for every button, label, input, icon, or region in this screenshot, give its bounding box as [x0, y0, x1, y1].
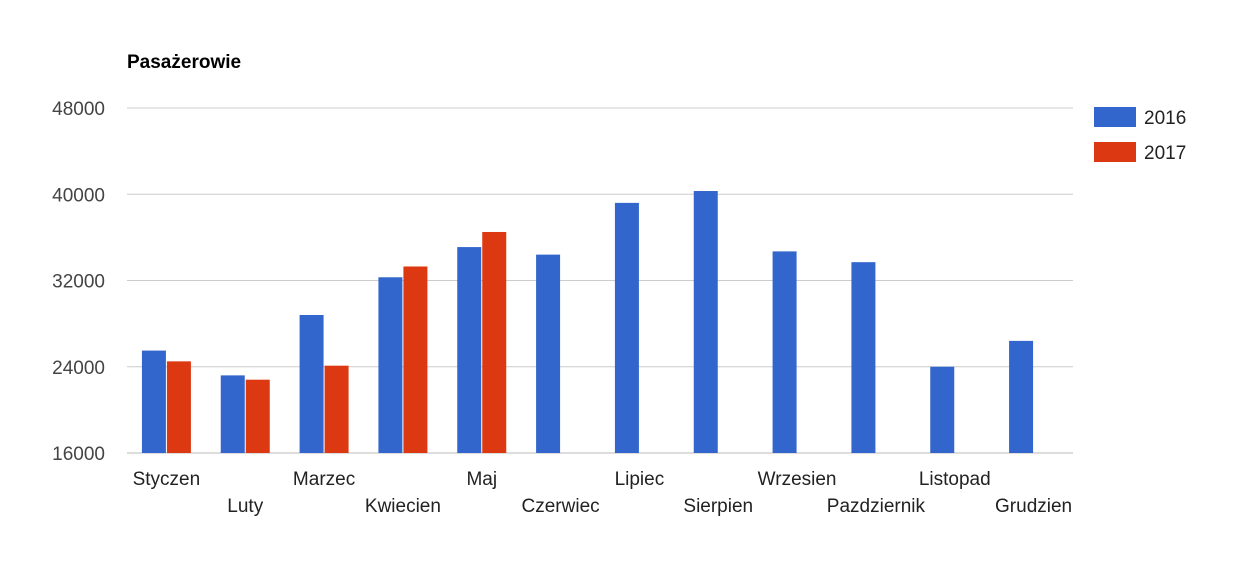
bar-2017-kwiecien [403, 266, 428, 453]
legend-label-2016: 2016 [1144, 108, 1186, 129]
bar-2016-maj [457, 247, 482, 453]
bar-2016-marzec [299, 315, 324, 453]
y-tick-label: 16000 [52, 444, 105, 465]
bars [141, 191, 1034, 453]
bar-2016-pazdziernik [851, 262, 876, 453]
legend-swatch-2017 [1094, 142, 1136, 162]
bar-2017-marzec [324, 365, 349, 453]
bar-2016-grudzien [1009, 340, 1034, 453]
x-tick-label: Maj [466, 469, 497, 490]
y-tick-label: 24000 [52, 358, 105, 379]
x-axis-tick-labels: Styczen Luty Marzec Kwiecien Maj Czerwiec Lipi… [133, 469, 1073, 517]
bar-2017-luty [245, 379, 270, 453]
legend-swatch-2016 [1094, 107, 1136, 127]
bar-2016-kwiecien [378, 277, 403, 453]
x-tick-label: Luty [227, 496, 263, 517]
x-tick-label: Grudzien [995, 496, 1072, 517]
legend-label-2017: 2017 [1144, 143, 1186, 164]
bar-2016-wrzesien [772, 251, 797, 453]
legend: 2016 2017 [1094, 107, 1186, 164]
gridlines [127, 107, 1073, 454]
y-tick-label: 40000 [52, 185, 105, 206]
bar-2016-lipiec [614, 202, 639, 453]
x-tick-label: Sierpien [683, 496, 753, 517]
x-tick-label: Wrzesien [758, 469, 837, 490]
bar-2016-sierpien [693, 191, 718, 453]
x-tick-label: Listopad [919, 469, 991, 490]
y-tick-label: 48000 [52, 99, 105, 120]
x-tick-label: Kwiecien [365, 496, 441, 517]
x-tick-label: Czerwiec [522, 496, 600, 517]
y-axis-tick-labels: 16000 24000 32000 40000 48000 [52, 99, 105, 465]
x-tick-label: Lipiec [615, 469, 665, 490]
chart-title: Pasażerowie [127, 52, 241, 73]
bar-2016-styczen [141, 350, 166, 453]
bar-2016-luty [220, 375, 245, 453]
bar-2017-styczen [166, 361, 191, 453]
bar-2016-czerwiec [536, 254, 561, 453]
x-tick-label: Marzec [293, 469, 355, 490]
y-tick-label: 32000 [52, 272, 105, 293]
x-tick-label: Styczen [133, 469, 201, 490]
bar-2016-listopad [930, 366, 955, 453]
bar-2017-maj [482, 231, 507, 453]
x-tick-label: Pazdziernik [827, 496, 926, 517]
